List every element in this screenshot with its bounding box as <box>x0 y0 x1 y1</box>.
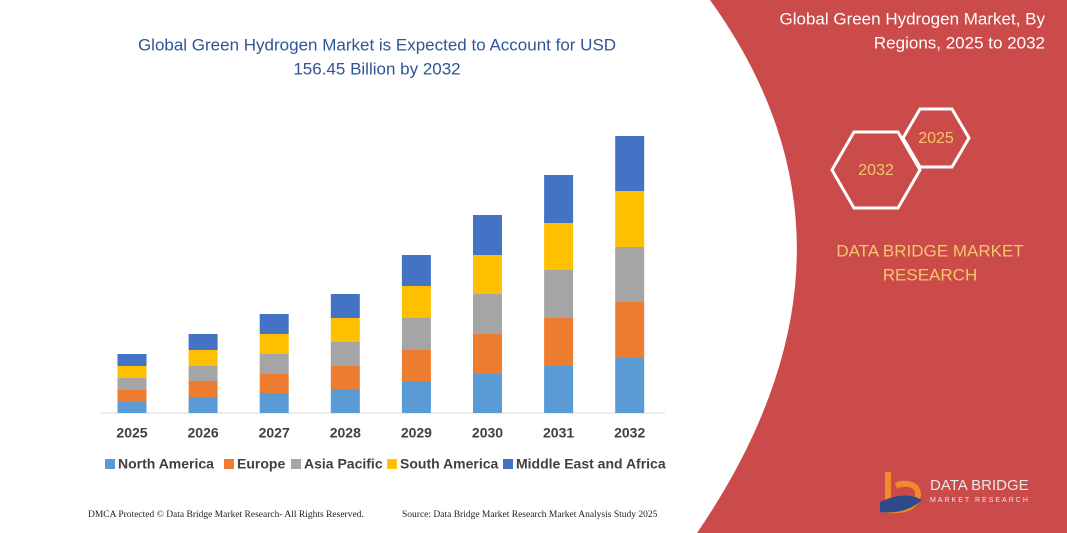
hexagon-label: 2025 <box>918 130 954 147</box>
bar-segment <box>117 402 147 413</box>
bar-segment <box>544 318 574 366</box>
legend-label: Middle East and Africa <box>516 456 666 472</box>
legend-swatch <box>105 459 115 469</box>
bar-segment <box>188 334 218 350</box>
x-tick-label: 2028 <box>330 425 361 441</box>
brand-text: DATA BRIDGE MARKET <box>836 241 1023 260</box>
logo-subtext: MARKET RESEARCH <box>930 497 1030 504</box>
x-tick-label: 2026 <box>188 425 219 441</box>
bar-segment <box>330 342 360 366</box>
bar-segment <box>615 136 645 191</box>
bar-segment <box>330 366 360 389</box>
legend-swatch <box>387 459 397 469</box>
x-tick-label: 2032 <box>614 425 645 441</box>
side-title: Regions, 2025 to 2032 <box>874 33 1045 52</box>
bar-segment <box>401 255 431 286</box>
bar-segment <box>473 215 502 255</box>
bar-segment <box>259 374 289 393</box>
logo-icon <box>880 495 922 513</box>
legend-swatch <box>224 459 234 469</box>
hexagon-label: 2032 <box>858 162 894 179</box>
x-tick-label: 2029 <box>401 425 432 441</box>
hexagon <box>830 130 922 210</box>
bar-segment <box>473 294 502 334</box>
bar-segment <box>615 191 645 247</box>
bar-segment <box>117 366 147 378</box>
x-tick-label: 2030 <box>472 425 503 441</box>
x-tick-label: 2027 <box>259 425 290 441</box>
bar-segment <box>544 270 574 318</box>
legend-label: Asia Pacific <box>304 456 383 472</box>
chart-title: Global Green Hydrogen Market is Expected… <box>138 35 616 54</box>
legend-label: South America <box>400 456 498 472</box>
bar-segment <box>473 374 502 413</box>
bar-segment <box>544 175 574 223</box>
bar-segment <box>117 390 147 402</box>
footer-right: Source: Data Bridge Market Research Mark… <box>402 510 658 520</box>
bar-segment <box>117 354 147 366</box>
legend-swatch <box>291 459 301 469</box>
bar-segment <box>473 255 502 294</box>
side-panel <box>697 0 1067 533</box>
x-tick-label: 2031 <box>543 425 574 441</box>
legend-label: North America <box>118 456 214 472</box>
bar-segment <box>401 318 431 350</box>
bar-segment <box>473 334 502 374</box>
bar-segment <box>330 294 360 318</box>
bar-segment <box>330 389 360 413</box>
brand-text: RESEARCH <box>883 265 977 284</box>
bar-segment <box>259 334 289 354</box>
bar-segment <box>615 358 645 413</box>
bar-segment <box>544 223 574 270</box>
bar-segment <box>188 397 218 413</box>
bar-segment <box>615 247 645 302</box>
bar-segment <box>259 354 289 374</box>
bar-segment <box>188 350 218 366</box>
bar-segment <box>615 302 645 358</box>
bar-segment <box>117 378 147 390</box>
bar-segment <box>544 366 574 413</box>
bar-segment <box>401 350 431 381</box>
side-title: Global Green Hydrogen Market, By <box>779 9 1045 28</box>
bar-segment <box>259 314 289 334</box>
x-tick-label: 2025 <box>116 425 147 441</box>
legend-swatch <box>503 459 513 469</box>
bar-segment <box>401 381 431 413</box>
logo-text: DATA BRIDGE <box>930 477 1029 494</box>
legend-label: Europe <box>237 456 285 472</box>
bar-segment <box>330 318 360 342</box>
bar-segment <box>188 366 218 381</box>
chart-title: 156.45 Billion by 2032 <box>293 59 460 78</box>
bar-segment <box>188 381 218 397</box>
bar-segment <box>259 393 289 413</box>
footer-left: DMCA Protected © Data Bridge Market Rese… <box>88 509 364 520</box>
bar-segment <box>401 286 431 318</box>
